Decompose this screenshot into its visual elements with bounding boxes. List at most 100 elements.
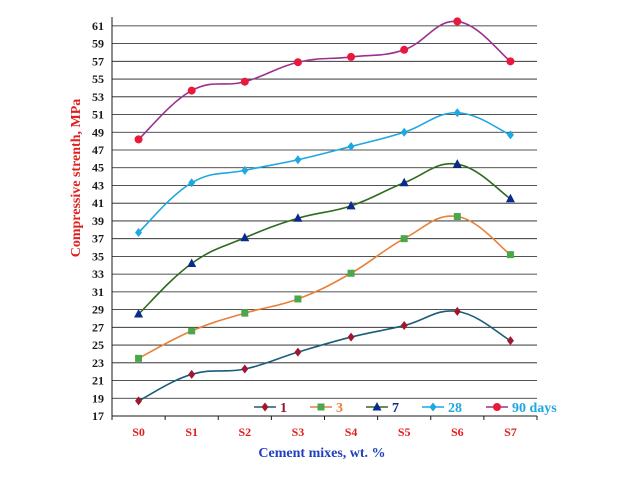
y-tick-label: 37 [92,232,104,246]
data-point [240,232,250,242]
data-point [188,178,196,188]
data-point [188,327,196,335]
axes [111,17,538,420]
x-tick-label: S5 [398,425,411,439]
legend-item: 7 [366,401,399,416]
legend-label: 1 [280,401,287,416]
data-point [134,135,143,144]
data-point [240,77,249,86]
y-tick-label: 23 [92,356,104,370]
legend-marker [429,402,437,412]
legend: 1 3 7 28 90 days [254,401,557,416]
data-point [241,165,249,175]
series-3 [135,213,514,362]
data-point [134,309,144,318]
legend-item: 3 [310,401,343,416]
x-tick-label: S0 [132,425,145,439]
y-tick-label: 51 [92,108,104,122]
data-point [293,58,302,67]
data-point [347,141,355,151]
x-tick-label: S2 [238,425,251,439]
data-point [453,17,462,26]
legend-item: 1 [254,401,287,416]
legend-label: 7 [392,401,399,416]
y-tick-label: 39 [92,214,104,228]
y-tick-label: 47 [92,143,104,157]
data-point [347,332,355,342]
data-point [400,45,409,54]
data-point [347,52,356,61]
y-tick-label: 53 [92,90,104,104]
data-point [400,321,408,331]
data-point [506,57,515,66]
data-point [135,227,143,237]
series-7 [134,159,515,318]
legend-marker [261,402,269,412]
y-tick-label: 49 [92,125,104,139]
data-point [506,251,514,259]
legend-marker [493,403,501,411]
y-tick-label: 59 [92,37,104,51]
y-tick-label: 29 [92,303,104,317]
data-point [135,396,143,406]
data-point [135,354,143,362]
series-1 [135,306,514,406]
legend-marker [372,402,382,411]
data-point [187,86,196,95]
data-point [400,127,408,137]
y-tick-label: 25 [92,338,104,352]
data-point [453,306,461,316]
x-tick-label: S6 [451,425,464,439]
legend-label: 3 [336,401,343,416]
y-tick-label: 43 [92,178,104,192]
data-point [241,364,249,374]
x-tick-labels: S0 S1 S2 S3 S4 S5 S6 S7 [132,425,517,439]
y-tick-label: 45 [92,161,104,175]
x-tick-label: S4 [345,425,358,439]
y-axis-title: Compressive strenth, MPa [69,99,84,258]
data-point [400,235,408,243]
data-point [453,108,461,118]
data-point [506,336,514,346]
series-line [138,310,511,402]
y-tick-label: 27 [92,320,104,334]
x-tick-label: S7 [504,425,517,439]
legend-label: 28 [448,401,462,416]
data-point [505,193,515,203]
legend-marker [317,403,325,411]
x-axis-title: Cement mixes, wt. % [258,446,385,461]
y-tick-label: 21 [92,374,104,388]
data-point [294,295,302,303]
data-point [294,155,302,165]
y-tick-label: 33 [92,267,104,281]
y-tick-labels: 17 19 21 23 25 27 29 31 33 35 37 39 41 43 45 47 49 51 53 55… [92,19,104,423]
data-point [453,213,461,220]
y-tick-label: 19 [92,391,104,405]
series-28 [135,108,514,237]
data-point [399,177,409,187]
data-point [188,369,196,379]
data-point [241,309,249,317]
legend-item: 28 [422,401,462,416]
data-point [347,269,355,277]
y-tick-label: 31 [92,285,104,299]
series-group [134,17,515,406]
y-tick-label: 35 [92,249,104,263]
data-point [294,347,302,357]
y-tick-label: 41 [92,196,104,210]
data-point [293,213,303,222]
data-point [187,258,197,267]
y-tick-label: 57 [92,54,104,68]
x-tick-label: S3 [292,425,305,439]
data-point [452,159,462,168]
legend-item: 90 days [486,401,557,416]
legend-label: 90 days [512,401,557,416]
data-point [506,130,514,140]
y-tick-label: 61 [92,19,104,33]
y-tick-label: 55 [92,72,104,86]
series-90-days [134,17,515,144]
data-point [346,200,356,210]
y-tick-label: 17 [92,409,104,423]
